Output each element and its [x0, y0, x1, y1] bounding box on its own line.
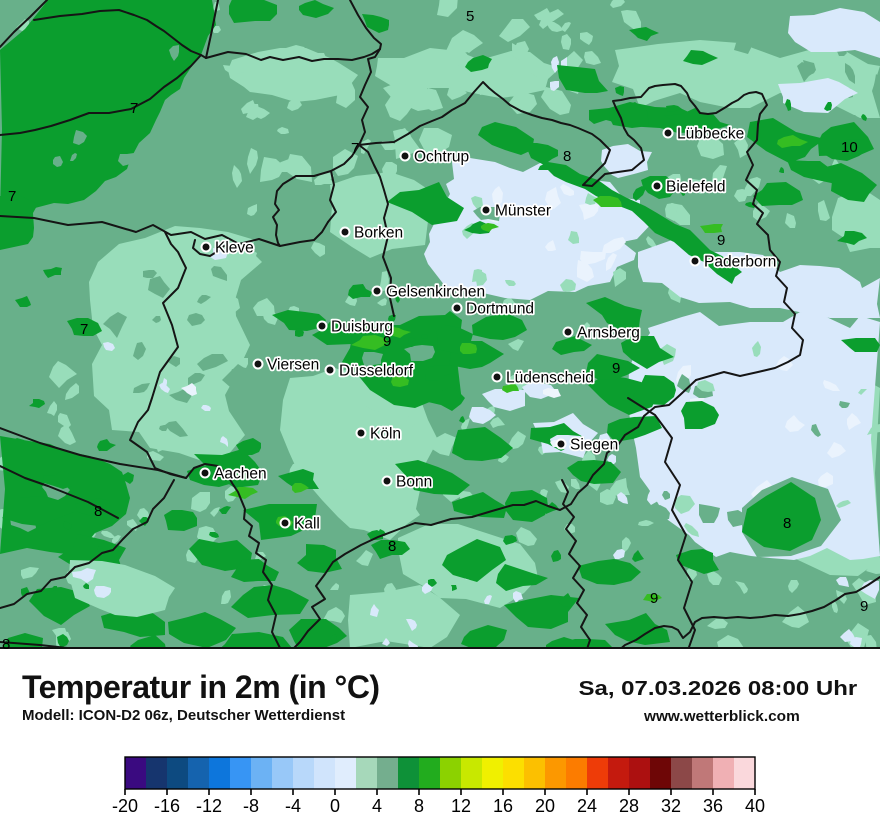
svg-text:Aachen: Aachen — [214, 466, 267, 483]
svg-text:9: 9 — [717, 232, 725, 249]
svg-text:4: 4 — [372, 796, 382, 816]
svg-text:32: 32 — [661, 796, 681, 816]
svg-text:-20: -20 — [112, 796, 138, 816]
svg-text:-8: -8 — [243, 796, 259, 816]
svg-text:-4: -4 — [285, 796, 301, 816]
svg-text:7: 7 — [351, 140, 359, 157]
svg-text:Viersen: Viersen — [267, 357, 319, 374]
svg-text:Siegen: Siegen — [570, 437, 618, 454]
svg-text:8: 8 — [2, 636, 10, 649]
svg-text:28: 28 — [619, 796, 639, 816]
svg-text:7: 7 — [8, 188, 16, 205]
svg-text:40: 40 — [745, 796, 765, 816]
svg-text:-16: -16 — [154, 796, 180, 816]
svg-text:Arnsberg: Arnsberg — [577, 325, 640, 342]
svg-text:12: 12 — [451, 796, 471, 816]
svg-text:5: 5 — [466, 8, 474, 25]
svg-text:8: 8 — [388, 538, 396, 555]
svg-text:Borken: Borken — [354, 225, 403, 242]
svg-text:20: 20 — [535, 796, 555, 816]
svg-text:Bielefeld: Bielefeld — [666, 179, 725, 196]
svg-text:8: 8 — [783, 515, 791, 532]
svg-text:Paderborn: Paderborn — [704, 254, 776, 271]
svg-text:Ochtrup: Ochtrup — [414, 149, 469, 166]
svg-text:Duisburg: Duisburg — [331, 319, 393, 336]
svg-text:9: 9 — [650, 590, 658, 607]
svg-text:8: 8 — [563, 148, 571, 165]
svg-text:Köln: Köln — [370, 426, 401, 443]
svg-text:Kall: Kall — [294, 516, 320, 533]
svg-text:7: 7 — [80, 321, 88, 338]
svg-text:Münster: Münster — [495, 203, 551, 220]
svg-text:Lüdenscheid: Lüdenscheid — [506, 370, 594, 387]
svg-text:24: 24 — [577, 796, 597, 816]
svg-text:10: 10 — [841, 139, 858, 156]
svg-text:8: 8 — [94, 503, 102, 520]
svg-text:9: 9 — [383, 333, 391, 350]
svg-text:0: 0 — [330, 796, 340, 816]
svg-text:Kleve: Kleve — [215, 240, 254, 257]
svg-text:Düsseldorf: Düsseldorf — [339, 363, 414, 380]
svg-text:Gelsenkirchen: Gelsenkirchen — [386, 284, 485, 301]
svg-text:9: 9 — [612, 360, 620, 377]
svg-text:36: 36 — [703, 796, 723, 816]
svg-text:-12: -12 — [196, 796, 222, 816]
svg-text:7: 7 — [130, 100, 138, 117]
svg-text:Dortmund: Dortmund — [466, 301, 534, 318]
svg-text:8: 8 — [414, 796, 424, 816]
svg-text:Bonn: Bonn — [396, 474, 432, 491]
svg-text:9: 9 — [860, 598, 868, 615]
svg-text:16: 16 — [493, 796, 513, 816]
svg-text:Lübbecke: Lübbecke — [677, 126, 744, 143]
